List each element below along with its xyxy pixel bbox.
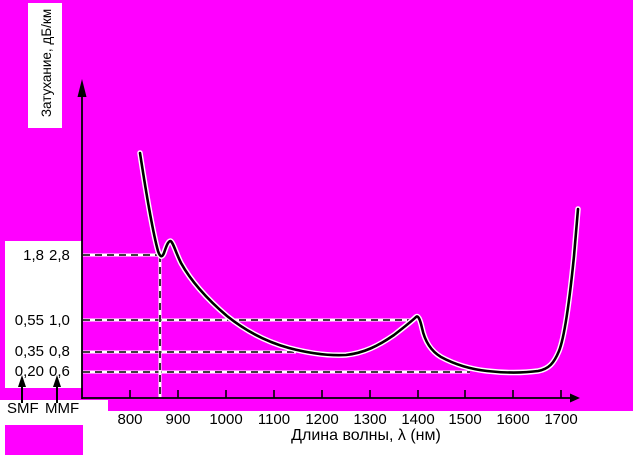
xtick-1300: 1300 (353, 411, 387, 428)
fiber-type-panel (0, 400, 108, 412)
y-axis-label-panel (28, 3, 62, 128)
guide-lines (83, 253, 470, 397)
x-axis-title: Длина волны, λ (нм) (291, 427, 441, 444)
x-axis-ticks (129, 390, 562, 398)
value-smf-4: 0,20 (14, 362, 44, 380)
xtick-900: 900 (165, 411, 191, 428)
xtick-1500: 1500 (448, 411, 482, 428)
y-axis-arrowhead (77, 79, 87, 97)
value-row-1: 1,8 2,8 (5, 246, 79, 264)
value-row-3: 0,35 0,8 (5, 342, 79, 360)
xtick-1000: 1000 (209, 411, 243, 428)
smf-label: SMF (7, 400, 39, 417)
bottom-left-patch (5, 425, 83, 455)
attenuation-curve (137, 150, 581, 376)
y-axis (77, 79, 87, 399)
value-row-4: 0,20 0,6 (5, 362, 79, 380)
value-mmf-2: 1,0 (49, 311, 70, 329)
x-axis (82, 390, 580, 403)
value-mmf-3: 0,8 (49, 342, 70, 360)
value-smf-3: 0,35 (14, 342, 44, 360)
x-axis-label-panel (0, 411, 633, 457)
mmf-label: MMF (45, 400, 80, 417)
xtick-1200: 1200 (305, 411, 339, 428)
values-panel (5, 241, 82, 388)
value-smf-1: 1,8 (23, 246, 44, 264)
xtick-1600: 1600 (496, 411, 530, 428)
mmf-pointer-arrow (53, 375, 61, 403)
value-mmf-1: 2,8 (49, 246, 70, 264)
value-smf-2: 0,55 (14, 311, 44, 329)
value-mmf-4: 0,6 (49, 362, 70, 380)
smf-pointer-arrow (18, 375, 26, 403)
xtick-1400: 1400 (401, 411, 435, 428)
xtick-1100: 1100 (257, 411, 291, 428)
value-row-2: 0,55 1,0 (5, 311, 79, 329)
x-axis-arrowhead (570, 393, 580, 403)
xtick-1700: 1700 (544, 411, 578, 428)
xtick-800: 800 (117, 411, 143, 428)
y-axis-title: Затухание, дБ/км (39, 8, 54, 118)
